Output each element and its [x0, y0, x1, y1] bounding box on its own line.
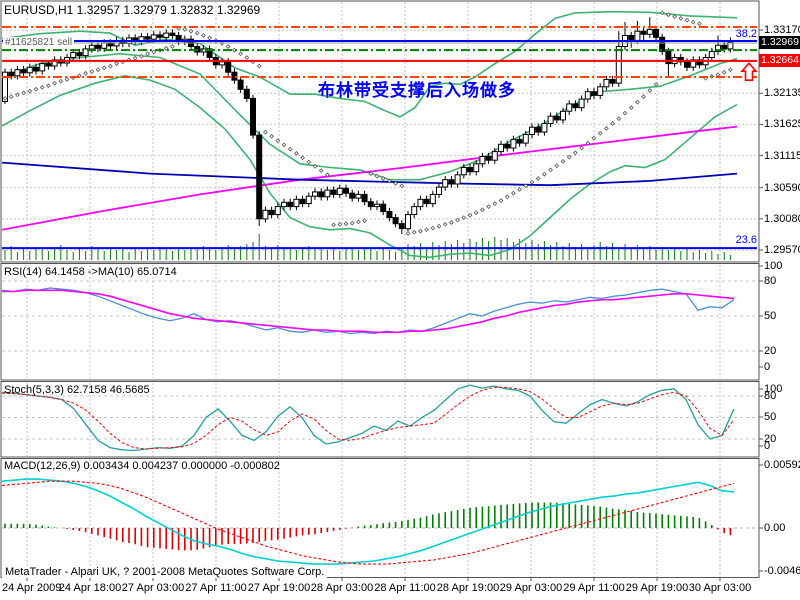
- time-tick-label: 27 Apr 19:00: [247, 582, 311, 594]
- price-tick-label: 0: [764, 361, 771, 373]
- main-price-scale[interactable]: 1.33170 1.32135 1.31625 1.31115 1.30590 1.300…: [763, 0, 800, 600]
- time-tick-label: 29 Apr 03:00: [499, 582, 563, 594]
- macd-title: MACD(12,26,9) 0.003434 0.004237 0.000000…: [4, 460, 280, 472]
- rsi-title: RSI(14) 64.1458 ->MA(10) 65.0714: [4, 266, 177, 278]
- price-tick-label: 100: [764, 383, 783, 395]
- price-tick-label: -0.00468: [764, 565, 800, 577]
- price-tick-label: 100: [764, 260, 783, 272]
- stoch-scale[interactable]: 100 80 50 20 0: [763, 0, 800, 600]
- price-tick-label: 1.31115: [764, 149, 800, 162]
- time-tick-label: 28 Apr 03:00: [310, 582, 374, 594]
- price-tick-label: 80: [764, 390, 777, 402]
- price-tick-label: 50: [764, 411, 777, 423]
- time-tick-label: 28 Apr 19:00: [436, 582, 500, 594]
- time-tick-label: 29 Apr 11:00: [563, 582, 625, 594]
- order-price-box: 1.32664: [759, 54, 800, 67]
- fib-382-label: 38.2: [735, 28, 757, 40]
- sell-order-label[interactable]: #11625821 sell: [3, 37, 75, 48]
- fib-236-label: 23.6: [735, 234, 757, 246]
- price-tick-label: 20: [764, 345, 777, 357]
- time-tick-label: 24 Apr 2009: [2, 582, 62, 594]
- time-tick-label: 29 Apr 19:00: [625, 582, 689, 594]
- price-tick-label: 50: [764, 310, 777, 322]
- current-price-box: 1.32969: [759, 36, 800, 49]
- price-tick-label: 1.30080: [764, 212, 800, 225]
- price-tick-label: 1.30590: [764, 181, 800, 194]
- time-tick-label: 27 Apr 11:00: [185, 582, 247, 594]
- price-tick-label: 20: [764, 433, 777, 445]
- time-scale[interactable]: 24 Apr 2009 24 Apr 18:00 27 Apr 03:00 27 Ap…: [0, 582, 800, 598]
- status-bar-text: MetaTrader - Alpari UK, ? 2001-2008 Meta…: [2, 566, 328, 578]
- chart-title: EURUSD,H1 1.32957 1.32979 1.32832 1.3296…: [4, 3, 261, 17]
- price-tick-label: 80: [764, 275, 777, 287]
- price-tick-label: 1.29570: [764, 243, 800, 256]
- buy-arrow-icon: [740, 61, 758, 81]
- time-tick-label: 27 Apr 03:00: [121, 582, 185, 594]
- price-tick-label: 0.00: [764, 522, 786, 534]
- stoch-title: Stoch(5,3,3) 62.7158 46.5685: [4, 384, 150, 396]
- price-tick-label: 1.32135: [764, 87, 800, 100]
- price-tick-label: 1.33170: [764, 24, 800, 36]
- chinese-annotation: 布林带受支撑后入场做多: [318, 81, 516, 100]
- time-tick-label: 30 Apr 03:00: [688, 582, 752, 594]
- price-tick-label: 0: [764, 440, 771, 452]
- macd-scale[interactable]: 0.005928 0.00 -0.00468: [763, 0, 800, 600]
- price-tick-label: 1.31625: [764, 118, 800, 131]
- time-tick-label: 28 Apr 11:00: [374, 582, 436, 594]
- rsi-scale[interactable]: 100 80 50 20 0: [763, 0, 800, 600]
- price-tick-label: 0.005928: [764, 459, 800, 471]
- time-tick-label: 24 Apr 18:00: [58, 582, 122, 594]
